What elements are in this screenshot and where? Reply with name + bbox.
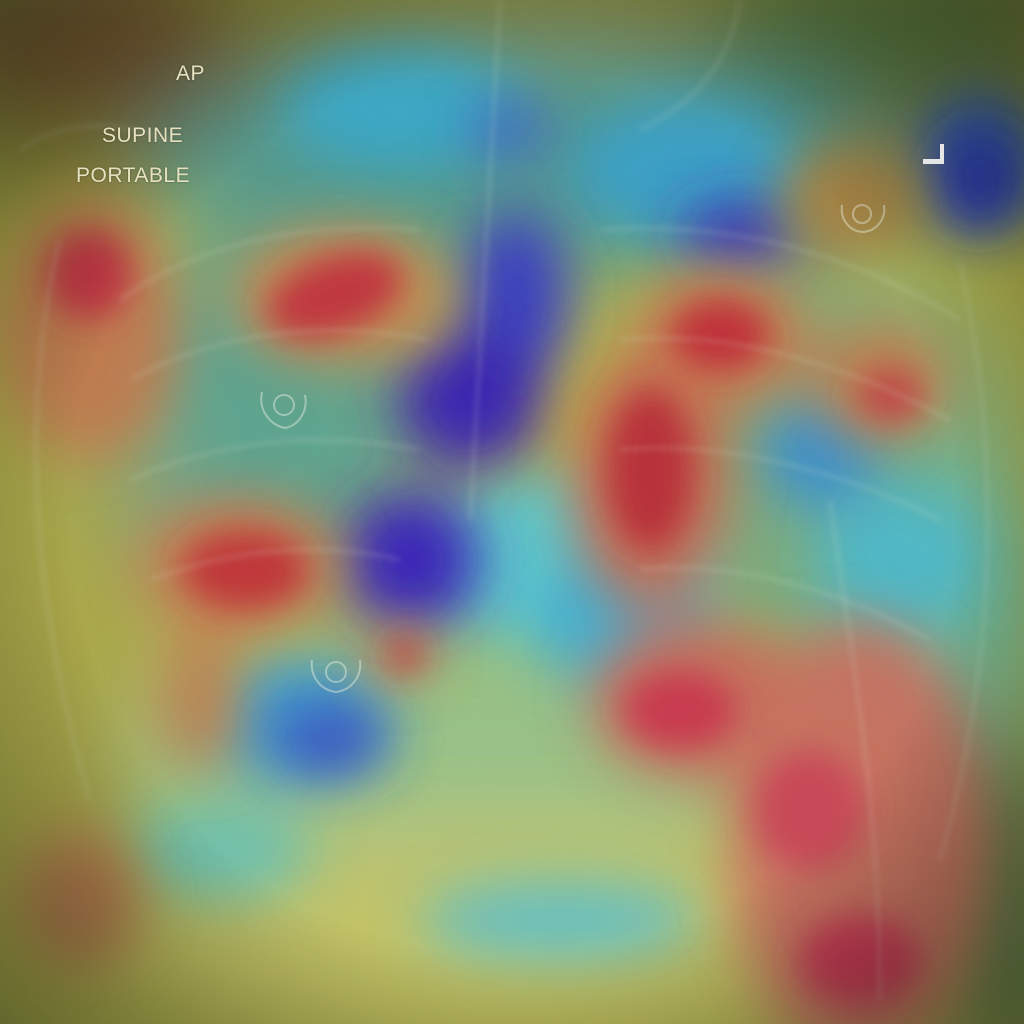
position-label: SUPINE [102,124,184,147]
technique-label: PORTABLE [76,164,191,187]
corner-bracket-icon [923,144,944,164]
view-label: AP [176,62,206,85]
